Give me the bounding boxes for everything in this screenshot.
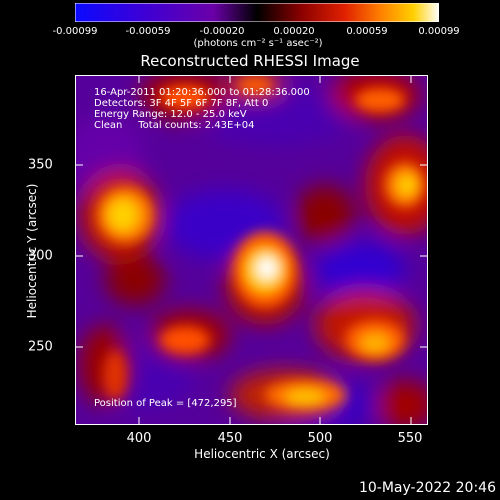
x-tick-label: 500 [307, 431, 333, 446]
rhessi-image [75, 75, 428, 425]
x-axis-label: Heliocentric X (arcsec) [194, 447, 330, 461]
peak-position: Position of Peak = [472,295] [94, 398, 237, 409]
colorbar-tick-label: -0.00099 [52, 26, 98, 37]
info-energy-range: Energy Range: 12.0 - 25.0 keV [94, 109, 247, 120]
colorbar-tick-label: 0.00020 [273, 26, 315, 37]
colorbar-tick-label: -0.00020 [199, 26, 245, 37]
y-tick-label: 250 [28, 339, 53, 355]
colorbar-tick-label: -0.00059 [125, 26, 171, 37]
info-time-range: 16-Apr-2011 01:20:36.000 to 01:28:36.000 [94, 87, 310, 98]
colorbar-units: (photons cm⁻² s⁻¹ asec⁻²) [193, 38, 323, 49]
y-axis-label: Heliocentric Y (arcsec) [25, 183, 39, 319]
colorbar [75, 3, 439, 22]
y-tick-label: 350 [28, 157, 53, 173]
colorbar-tick-label: 0.00059 [346, 26, 388, 37]
x-tick-label: 400 [126, 431, 152, 446]
y-tick-label: 300 [28, 248, 53, 264]
colorbar-tick-label: 0.00099 [418, 26, 460, 37]
image-title: Reconstructed RHESSI Image [140, 52, 360, 70]
info-detectors: Detectors: 3F 4F 5F 6F 7F 8F, Att 0 [94, 98, 269, 109]
info-total-counts: Clean Total counts: 2.43E+04 [94, 120, 255, 131]
x-tick-label: 450 [217, 431, 243, 446]
observation-info: 16-Apr-2011 01:20:36.000 to 01:28:36.000… [94, 87, 310, 131]
x-tick-label: 550 [397, 431, 423, 446]
datestamp: 10-May-2022 20:46 [358, 480, 496, 496]
